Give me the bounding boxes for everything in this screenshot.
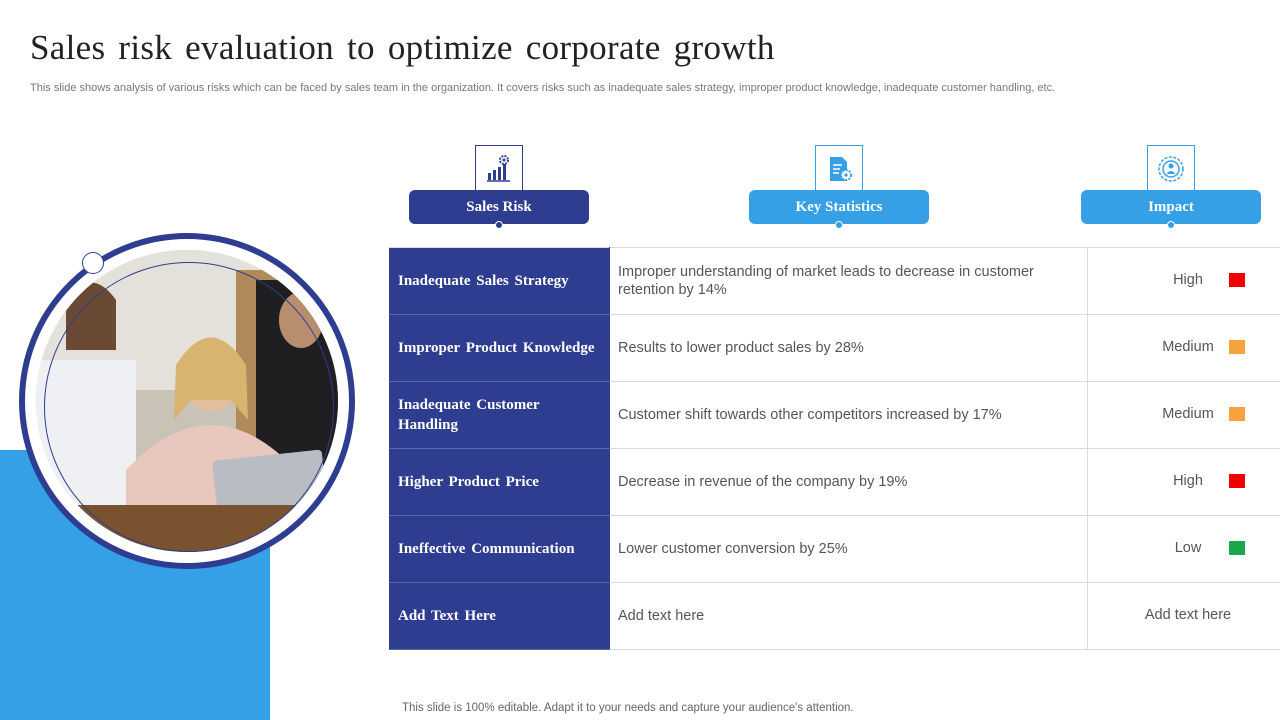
slide-subtitle: This slide shows analysis of various ris… bbox=[30, 82, 1056, 94]
risk-name: Inadequate Customer Handling bbox=[389, 381, 610, 449]
target-person-icon bbox=[1147, 145, 1195, 193]
impact-cell: High bbox=[1087, 247, 1280, 315]
table-row: Ineffective Communication Lower customer… bbox=[389, 515, 1280, 583]
key-statistic: Customer shift towards other competitors… bbox=[609, 381, 1088, 449]
bar-chart-gear-icon bbox=[475, 145, 523, 193]
header-connector-dot bbox=[835, 221, 843, 229]
header-key-statistics: Key Statistics bbox=[749, 145, 929, 230]
impact-level: Low bbox=[1174, 540, 1202, 556]
header-sales-risk: Sales Risk bbox=[409, 145, 589, 230]
key-statistic: Add text here bbox=[609, 582, 1088, 650]
impact-color-swatch bbox=[1229, 273, 1245, 287]
impact-level: Add text here bbox=[1144, 607, 1232, 623]
header-impact: Impact bbox=[1081, 145, 1261, 230]
impact-color-swatch bbox=[1229, 407, 1245, 421]
table-row: Inadequate Customer Handling Customer sh… bbox=[389, 381, 1280, 449]
table-row: Add Text Here Add text here Add text her… bbox=[389, 582, 1280, 650]
risk-name: Ineffective Communication bbox=[389, 515, 610, 583]
impact-cell: High bbox=[1087, 448, 1280, 516]
impact-color-swatch bbox=[1229, 541, 1245, 555]
key-statistic: Results to lower product sales by 28% bbox=[609, 314, 1088, 382]
impact-color-swatch bbox=[1229, 340, 1245, 354]
key-statistic: Improper understanding of market leads t… bbox=[609, 247, 1088, 315]
risk-table: Inadequate Sales Strategy Improper under… bbox=[389, 247, 1280, 650]
header-label: Key Statistics bbox=[749, 190, 929, 224]
document-gear-icon bbox=[815, 145, 863, 193]
photo-inner-ring bbox=[44, 262, 334, 552]
slide-title: Sales risk evaluation to optimize corpor… bbox=[30, 28, 775, 67]
risk-name: Inadequate Sales Strategy bbox=[389, 247, 610, 315]
table-row: Improper Product Knowledge Results to lo… bbox=[389, 314, 1280, 382]
header-label: Sales Risk bbox=[409, 190, 589, 224]
impact-level: Medium bbox=[1162, 406, 1214, 422]
header-connector-dot bbox=[495, 221, 503, 229]
impact-level: High bbox=[1173, 272, 1203, 288]
impact-cell: Add text here bbox=[1087, 582, 1280, 650]
impact-cell: Medium bbox=[1087, 314, 1280, 382]
photo-frame-dot bbox=[82, 252, 104, 274]
key-statistic: Lower customer conversion by 25% bbox=[609, 515, 1088, 583]
impact-color-swatch bbox=[1229, 474, 1245, 488]
footer-note: This slide is 100% editable. Adapt it to… bbox=[402, 702, 854, 714]
table-row: Higher Product Price Decrease in revenue… bbox=[389, 448, 1280, 516]
header-label: Impact bbox=[1081, 190, 1261, 224]
table-row: Inadequate Sales Strategy Improper under… bbox=[389, 247, 1280, 315]
key-statistic: Decrease in revenue of the company by 19… bbox=[609, 448, 1088, 516]
risk-name: Improper Product Knowledge bbox=[389, 314, 610, 382]
impact-level: High bbox=[1173, 473, 1203, 489]
header-connector-dot bbox=[1167, 221, 1175, 229]
impact-cell: Medium bbox=[1087, 381, 1280, 449]
risk-name: Higher Product Price bbox=[389, 448, 610, 516]
risk-name: Add Text Here bbox=[389, 582, 610, 650]
impact-level: Medium bbox=[1162, 339, 1214, 355]
impact-cell: Low bbox=[1087, 515, 1280, 583]
